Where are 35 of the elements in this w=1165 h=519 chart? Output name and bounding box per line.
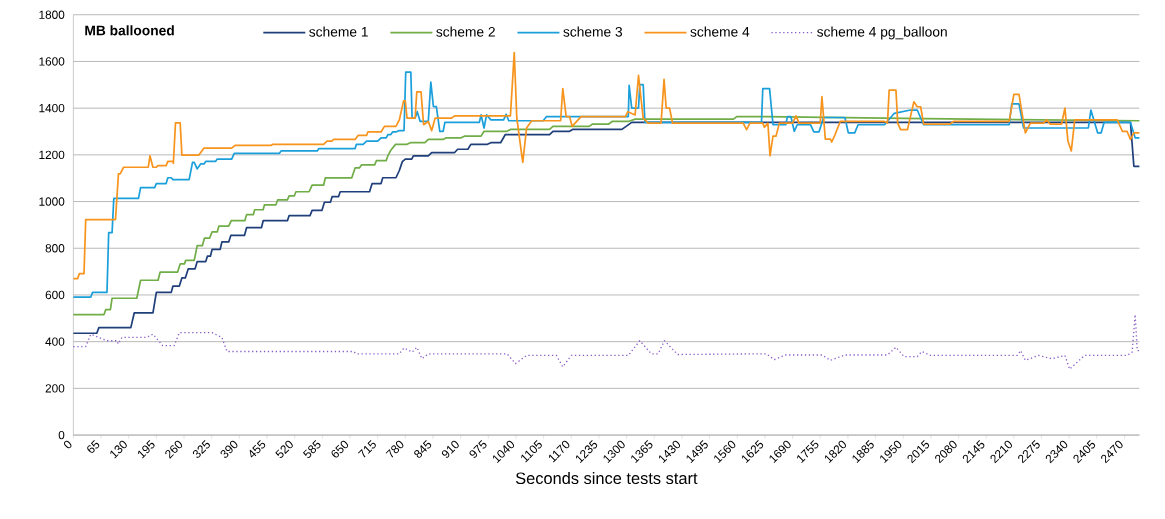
line-series — [72, 51, 1141, 280]
x-axis-title: Seconds since tests start — [515, 472, 698, 485]
y-tick-label: 400 — [45, 337, 65, 346]
x-tick-label: 520 — [275, 440, 293, 459]
y-tick-label: 200 — [45, 384, 65, 393]
line-series — [72, 314, 1141, 370]
x-tick-label: 585 — [302, 440, 321, 459]
x-tick-label: 325 — [192, 440, 210, 458]
x-tick-label: 650 — [331, 440, 349, 458]
x-tick-label: 845 — [414, 440, 432, 458]
legend-label: scheme 3 — [563, 26, 623, 37]
x-tick-label: 0 — [63, 440, 72, 449]
legend-label: scheme 4 — [690, 26, 750, 37]
legend-label: scheme 2 — [436, 26, 495, 37]
x-tick-label: 195 — [138, 440, 155, 459]
x-tick-label: 390 — [220, 440, 238, 458]
y-tick-label: 1200 — [39, 150, 65, 160]
y-axis-title: MB ballooned — [85, 25, 174, 36]
x-tick-label: 65 — [87, 440, 100, 454]
y-tick-label: 1800 — [39, 10, 65, 20]
x-tick-label: 910 — [441, 440, 459, 458]
x-tick-label: 455 — [249, 440, 266, 458]
legend-label: scheme 4 pg_balloon — [817, 26, 947, 40]
y-tick-label: 600 — [45, 290, 65, 300]
x-tick-label: 130 — [110, 440, 127, 459]
x-tick-label: 260 — [165, 440, 183, 459]
legend-label: scheme 1 — [309, 26, 368, 37]
y-tick-label: 1400 — [39, 104, 65, 113]
y-tick-label: 800 — [45, 244, 65, 253]
x-tick-label: 780 — [385, 440, 404, 458]
x-tick-label: 975 — [469, 440, 487, 458]
y-tick-label: 1600 — [39, 57, 65, 66]
x-tick-label: 715 — [357, 440, 376, 458]
y-tick-label: 1000 — [39, 197, 65, 206]
y-tick-label: 0 — [58, 431, 65, 440]
